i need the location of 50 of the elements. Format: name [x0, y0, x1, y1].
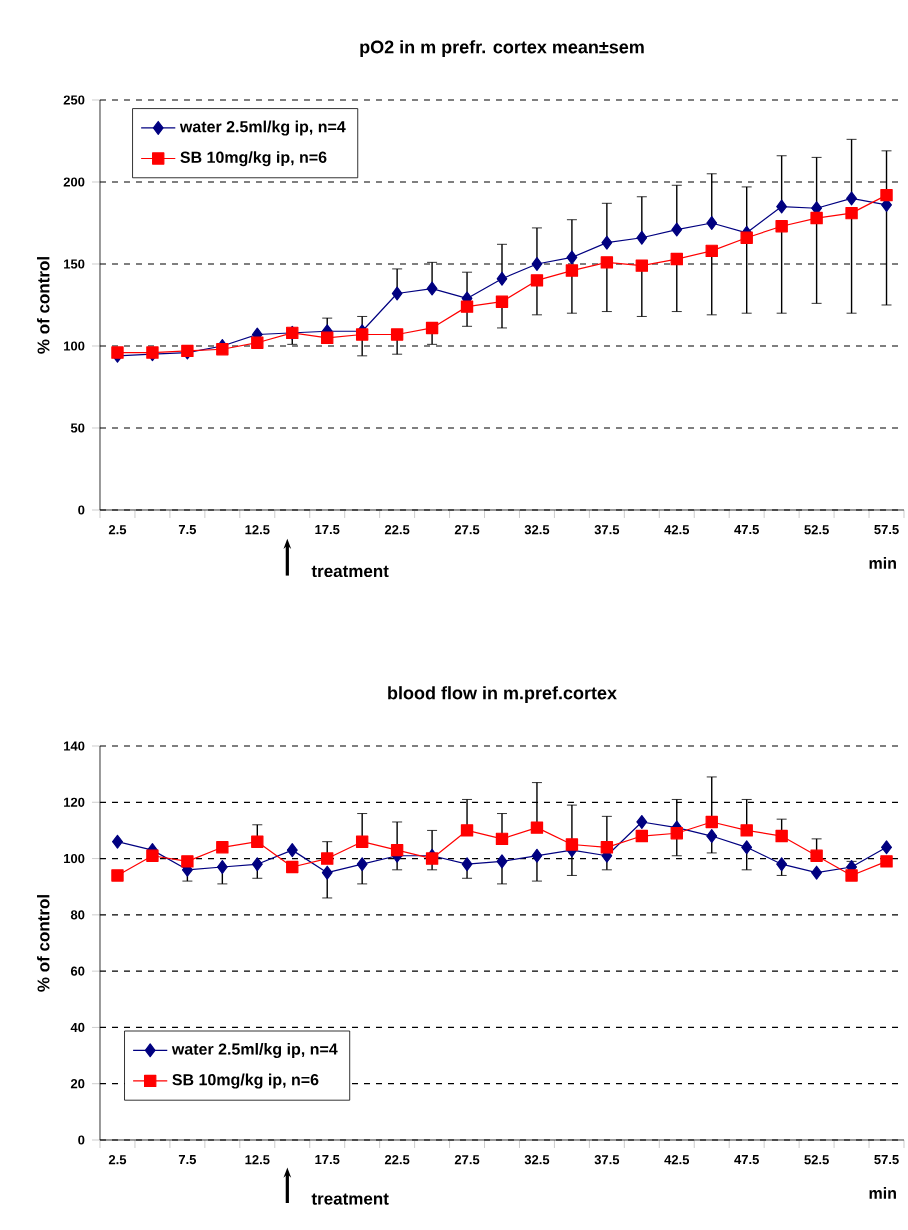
y-tick-label: 100: [64, 853, 85, 864]
y-tick-label: 200: [63, 177, 85, 187]
legend-label: SB 10mg/kg ip, n=6: [172, 1073, 319, 1089]
x-tick-label: 57.5: [874, 1155, 899, 1165]
x-tick-label: 27.5: [454, 525, 480, 535]
x-tick-label: 7.5: [178, 1155, 197, 1165]
legend-label: SB 10mg/kg ip, n=6: [180, 151, 327, 167]
y-tick-label: 80: [70, 910, 85, 920]
y-tick-label: 40: [70, 1022, 85, 1033]
x-tick-label: 32.5: [524, 525, 550, 535]
x-tick-label: 17.5: [315, 1155, 340, 1165]
x-tick-label: 22.5: [384, 525, 410, 535]
x-tick-label: 2.5: [108, 1155, 127, 1165]
x-tick-label: 42.5: [664, 525, 690, 535]
x-tick-label: 2.5: [108, 525, 127, 535]
x-tick-label: 42.5: [664, 1155, 690, 1165]
x-tick-label: 52.5: [804, 1155, 829, 1165]
y-tick-label: 250: [63, 95, 85, 105]
legend-label: water 2.5ml/kg ip, n=4: [179, 120, 346, 136]
y-tick-label: 120: [64, 797, 85, 807]
x-tick-label: 47.5: [734, 1155, 759, 1165]
legend-label: water 2.5ml/kg ip, n=4: [171, 1042, 338, 1058]
x-tick-label: 12.5: [245, 525, 270, 535]
chart-title: blood flow in m.pref.cortex: [388, 686, 617, 703]
y-axis-title: % of control: [37, 895, 50, 992]
y-tick-label: 150: [64, 259, 85, 269]
x-axis-title: min: [869, 1187, 896, 1199]
y-tick-label: 0: [78, 505, 85, 515]
x-tick-label: 22.5: [384, 1155, 410, 1165]
y-axis-title: % of control: [37, 257, 50, 354]
x-axis-title: min: [869, 557, 896, 569]
x-tick-label: 37.5: [594, 525, 620, 535]
x-tick-label: 32.5: [524, 1155, 550, 1165]
x-tick-label: 52.5: [804, 525, 829, 535]
y-tick-label: 60: [70, 966, 85, 976]
y-tick-label: 100: [64, 341, 85, 351]
text: treatment: [311, 1193, 389, 1205]
chart-title: pO2 in m prefr. cortex mean±sem: [360, 40, 644, 57]
x-tick-label: 37.5: [594, 1155, 620, 1165]
y-tick-label: 0: [78, 1135, 85, 1145]
x-tick-label: 27.5: [454, 1155, 480, 1165]
x-tick-label: 17.5: [315, 525, 340, 535]
y-tick-label: 20: [70, 1079, 85, 1089]
x-tick-label: 7.5: [178, 525, 197, 535]
x-tick-label: 12.5: [245, 1155, 270, 1165]
text: treatment: [311, 565, 389, 578]
x-tick-label: 57.5: [874, 525, 899, 535]
x-tick-label: 47.5: [734, 525, 759, 535]
y-tick-label: 50: [70, 423, 85, 433]
y-tick-label: 140: [64, 741, 85, 751]
